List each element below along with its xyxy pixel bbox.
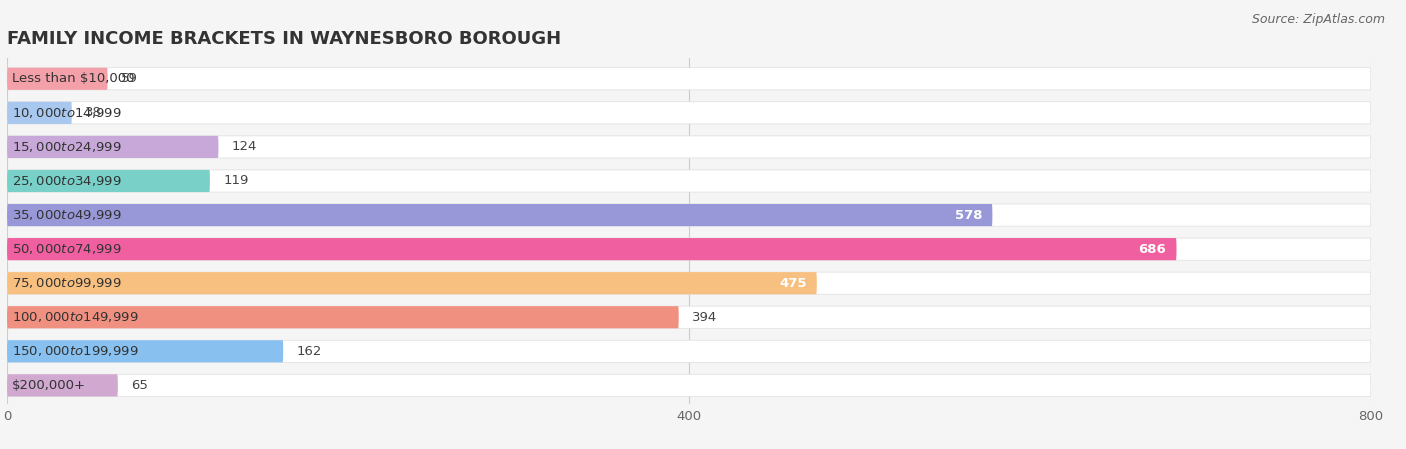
- Text: 38: 38: [86, 106, 103, 119]
- Text: 119: 119: [224, 175, 249, 188]
- FancyBboxPatch shape: [7, 306, 679, 328]
- FancyBboxPatch shape: [7, 272, 817, 294]
- FancyBboxPatch shape: [7, 204, 993, 226]
- Text: Less than $10,000: Less than $10,000: [13, 72, 135, 85]
- Text: $75,000 to $99,999: $75,000 to $99,999: [13, 276, 122, 290]
- FancyBboxPatch shape: [7, 136, 218, 158]
- Text: 59: 59: [121, 72, 138, 85]
- FancyBboxPatch shape: [7, 374, 1371, 396]
- FancyBboxPatch shape: [7, 136, 1371, 158]
- Text: 162: 162: [297, 345, 322, 358]
- FancyBboxPatch shape: [7, 340, 283, 362]
- FancyBboxPatch shape: [7, 238, 1177, 260]
- Text: FAMILY INCOME BRACKETS IN WAYNESBORO BOROUGH: FAMILY INCOME BRACKETS IN WAYNESBORO BOR…: [7, 31, 561, 48]
- FancyBboxPatch shape: [7, 102, 72, 124]
- FancyBboxPatch shape: [7, 374, 118, 396]
- FancyBboxPatch shape: [7, 102, 1371, 124]
- FancyBboxPatch shape: [7, 340, 1371, 362]
- Text: $35,000 to $49,999: $35,000 to $49,999: [13, 208, 122, 222]
- FancyBboxPatch shape: [7, 272, 1371, 294]
- Text: $25,000 to $34,999: $25,000 to $34,999: [13, 174, 122, 188]
- FancyBboxPatch shape: [7, 238, 1371, 260]
- Text: 578: 578: [955, 208, 983, 221]
- Text: $100,000 to $149,999: $100,000 to $149,999: [13, 310, 139, 324]
- Text: $200,000+: $200,000+: [13, 379, 86, 392]
- Text: $50,000 to $74,999: $50,000 to $74,999: [13, 242, 122, 256]
- Text: 475: 475: [779, 277, 807, 290]
- Text: 65: 65: [132, 379, 149, 392]
- FancyBboxPatch shape: [7, 306, 1371, 328]
- FancyBboxPatch shape: [7, 68, 1371, 90]
- FancyBboxPatch shape: [7, 170, 209, 192]
- Text: $10,000 to $14,999: $10,000 to $14,999: [13, 106, 122, 120]
- Text: 394: 394: [692, 311, 717, 324]
- Text: $150,000 to $199,999: $150,000 to $199,999: [13, 344, 139, 358]
- FancyBboxPatch shape: [7, 204, 1371, 226]
- FancyBboxPatch shape: [7, 170, 1371, 192]
- Text: $15,000 to $24,999: $15,000 to $24,999: [13, 140, 122, 154]
- FancyBboxPatch shape: [7, 68, 108, 90]
- Text: 124: 124: [232, 141, 257, 154]
- Text: 686: 686: [1139, 242, 1166, 255]
- Text: Source: ZipAtlas.com: Source: ZipAtlas.com: [1251, 13, 1385, 26]
